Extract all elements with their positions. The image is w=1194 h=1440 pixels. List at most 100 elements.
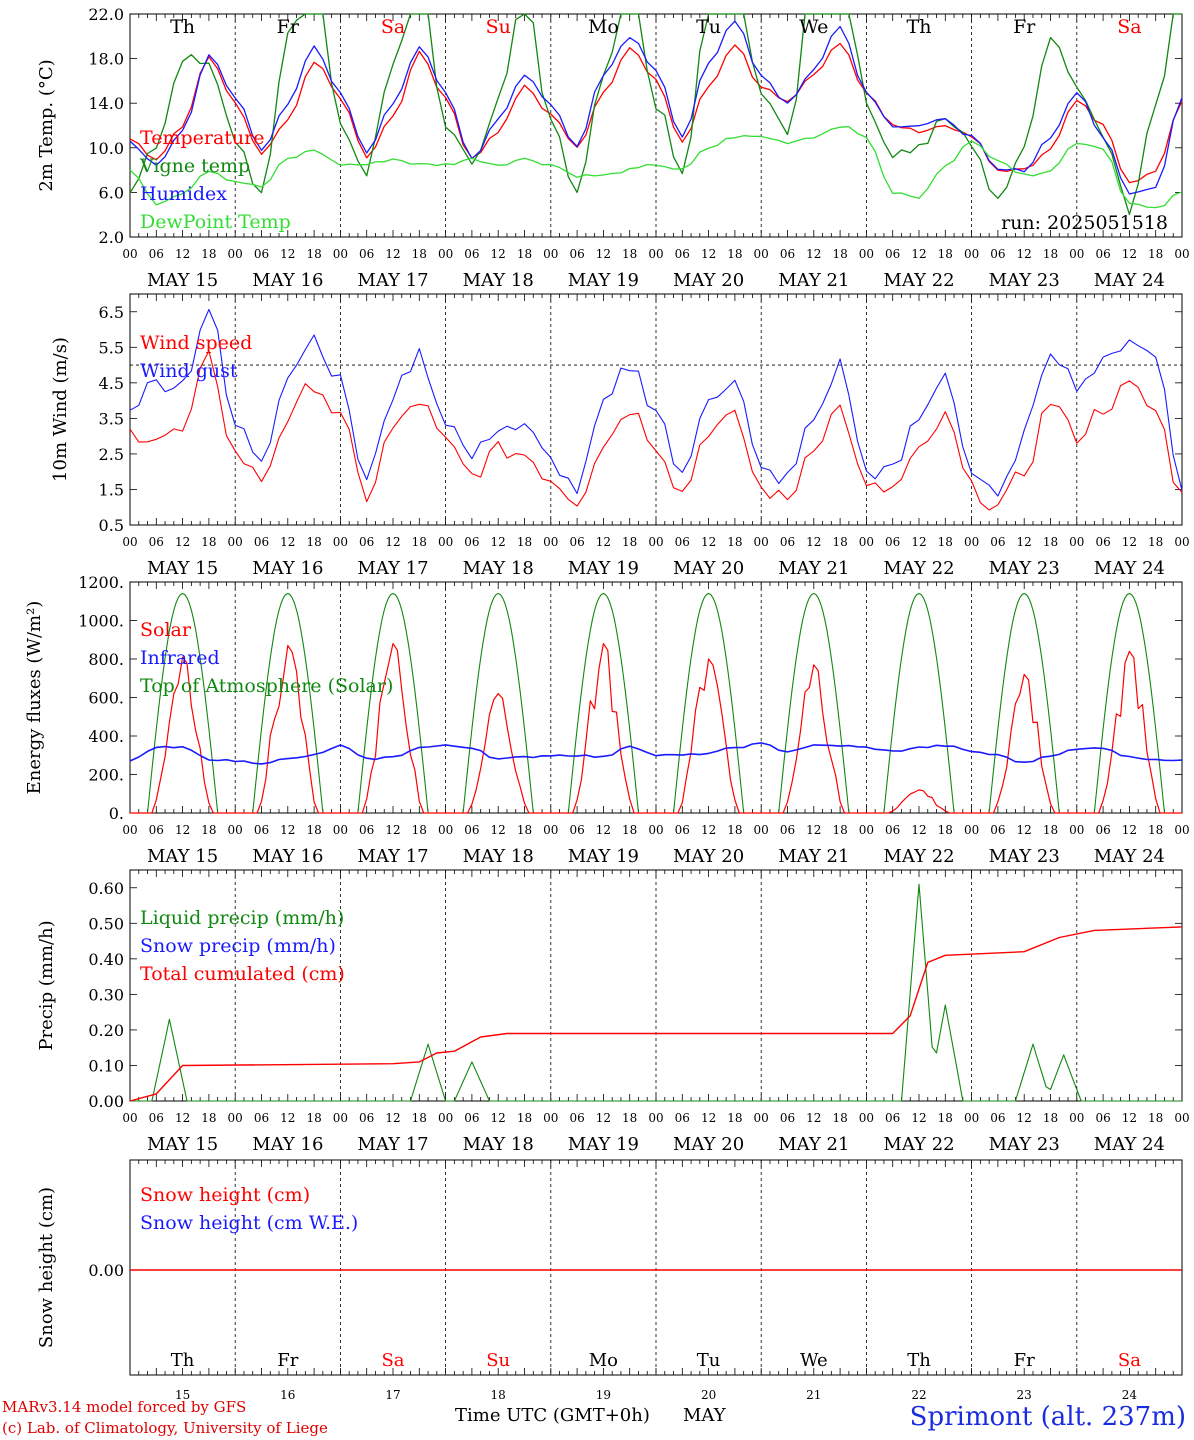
weekday-label: Tu [697, 1350, 721, 1371]
hour-tick-label: 18 [412, 247, 427, 261]
hour-tick-label: 00 [1069, 823, 1084, 837]
weekday-label: Fr [277, 16, 300, 38]
hour-tick-label: 12 [701, 823, 716, 837]
date-label: MAY 15 [147, 558, 218, 579]
date-label: MAY 18 [463, 270, 534, 291]
hour-tick-label: 18 [1043, 247, 1058, 261]
hour-tick-label: 18 [1148, 1111, 1163, 1125]
hour-tick-label: 18 [1148, 247, 1163, 261]
weekday-label: Su [486, 1350, 510, 1371]
date-label: MAY 17 [357, 846, 428, 867]
hour-tick-label: 12 [491, 823, 506, 837]
date-label: MAY 18 [463, 1134, 534, 1155]
hour-tick-label: 12 [280, 535, 295, 549]
hour-tick-label: 12 [385, 823, 400, 837]
date-label: MAY 24 [1094, 846, 1165, 867]
date-label: MAY 22 [883, 558, 954, 579]
hour-tick-label: 06 [464, 247, 479, 261]
date-label: MAY 19 [568, 270, 639, 291]
day-number-label: 18 [491, 1388, 506, 1402]
hour-tick-label: 12 [701, 1111, 716, 1125]
hour-tick-label: 06 [990, 247, 1005, 261]
hour-tick-label: 18 [306, 247, 321, 261]
hour-tick-label: 12 [1122, 247, 1137, 261]
hour-tick-label: 00 [1174, 823, 1189, 837]
date-label: MAY 24 [1094, 270, 1165, 291]
weekday-label: We [799, 16, 828, 38]
weekday-label: Fr [277, 1350, 298, 1371]
y-tick-label: 0.20 [88, 1021, 124, 1040]
hour-tick-label: 18 [201, 535, 216, 549]
hour-tick-label: 00 [438, 823, 453, 837]
hour-tick-label: 00 [122, 1111, 137, 1125]
legend-entry: Solar [140, 619, 192, 641]
hour-tick-label: 18 [412, 535, 427, 549]
y-tick-label: 0.50 [88, 914, 124, 933]
y-axis-label: Snow height (cm) [36, 1187, 57, 1348]
hour-tick-label: 18 [306, 535, 321, 549]
y-tick-label: 200. [88, 766, 124, 785]
lab-credit: (c) Lab. of Climatology, University of L… [2, 1419, 328, 1437]
hour-tick-label: 00 [648, 535, 663, 549]
hour-tick-label: 12 [1122, 1111, 1137, 1125]
y-tick-label: 3.5 [99, 409, 124, 428]
hour-tick-label: 06 [675, 247, 690, 261]
date-label: MAY 19 [568, 558, 639, 579]
date-label: MAY 18 [463, 558, 534, 579]
date-label: MAY 15 [147, 270, 218, 291]
hour-tick-label: 06 [885, 1111, 900, 1125]
hour-tick-label: 00 [1174, 247, 1189, 261]
date-label: MAY 21 [778, 1134, 849, 1155]
hour-tick-label: 00 [859, 1111, 874, 1125]
hour-tick-label: 12 [175, 247, 190, 261]
liquid-precip-line [130, 883, 1182, 1102]
date-label: MAY 22 [883, 270, 954, 291]
weekday-label: Th [907, 1350, 931, 1371]
hour-tick-label: 06 [464, 823, 479, 837]
hour-tick-label: 06 [149, 1111, 164, 1125]
hour-tick-label: 18 [938, 1111, 953, 1125]
hour-tick-label: 00 [754, 535, 769, 549]
hour-tick-label: 00 [1069, 535, 1084, 549]
weekday-label: Tu [696, 16, 721, 38]
date-label: MAY 24 [1094, 1134, 1165, 1155]
weekday-label: Fr [1014, 1350, 1035, 1371]
date-label: MAY 17 [357, 558, 428, 579]
y-tick-label: 6.0 [99, 183, 124, 202]
weekday-label: Th [170, 16, 195, 38]
model-credit: MARv3.14 model forced by GFS [2, 1398, 247, 1416]
hour-tick-label: 18 [727, 535, 742, 549]
hour-tick-label: 18 [412, 1111, 427, 1125]
hour-tick-label: 12 [701, 247, 716, 261]
day-number-label: 20 [701, 1388, 716, 1402]
hour-tick-label: 06 [1095, 1111, 1110, 1125]
hour-tick-label: 06 [780, 1111, 795, 1125]
hour-tick-label: 18 [517, 247, 532, 261]
legend-entry: Total cumulated (cm) [140, 963, 345, 985]
hour-tick-label: 00 [859, 535, 874, 549]
temp-series-line [129, 20, 1183, 195]
y-tick-label: 0.00 [88, 1261, 124, 1280]
hour-tick-label: 18 [306, 823, 321, 837]
hour-tick-label: 00 [859, 823, 874, 837]
hour-tick-label: 06 [569, 535, 584, 549]
y-tick-label: 600. [88, 689, 124, 708]
hour-tick-label: 18 [306, 1111, 321, 1125]
hour-tick-label: 18 [517, 535, 532, 549]
date-label: MAY 20 [673, 558, 744, 579]
hour-tick-label: 00 [543, 823, 558, 837]
hour-tick-label: 12 [911, 823, 926, 837]
hour-tick-label: 12 [1017, 1111, 1032, 1125]
y-tick-label: 800. [88, 650, 124, 669]
date-label: MAY 22 [883, 1134, 954, 1155]
temp-series-line [129, 13, 1182, 216]
hour-tick-label: 18 [201, 1111, 216, 1125]
hour-tick-label: 06 [149, 823, 164, 837]
legend-entry: Vigne temp [139, 155, 250, 177]
weekday-label: Th [171, 1350, 195, 1371]
y-axis-label: Precip (mm/h) [36, 920, 57, 1050]
y-tick-label: 0.30 [88, 985, 124, 1004]
hour-tick-label: 06 [464, 535, 479, 549]
hour-tick-label: 12 [175, 1111, 190, 1125]
